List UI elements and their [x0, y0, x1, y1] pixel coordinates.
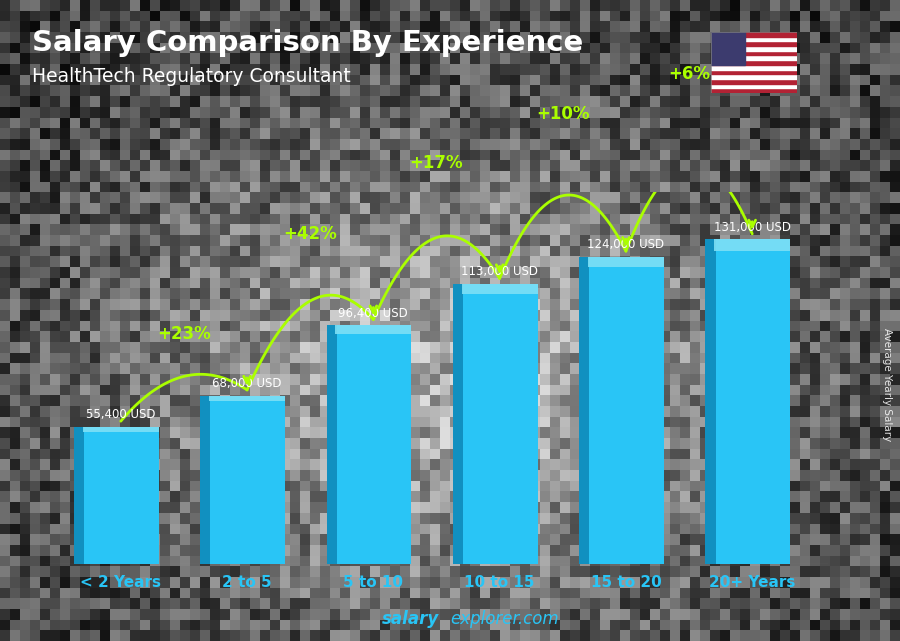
Bar: [715, 239, 790, 251]
Text: Average Yearly Salary: Average Yearly Salary: [881, 328, 892, 441]
Bar: [711, 83, 796, 88]
Bar: [711, 37, 796, 42]
Text: +42%: +42%: [284, 226, 338, 244]
Bar: [711, 79, 796, 83]
Bar: [588, 257, 664, 267]
Bar: [462, 284, 537, 564]
Text: +10%: +10%: [536, 105, 590, 123]
Text: 113,000 USD: 113,000 USD: [461, 265, 538, 278]
Text: 68,000 USD: 68,000 USD: [212, 377, 282, 390]
Bar: [711, 32, 745, 65]
Text: explorer.com: explorer.com: [450, 610, 559, 628]
Bar: [711, 65, 796, 69]
Bar: [711, 88, 796, 93]
Bar: [588, 257, 664, 564]
Text: 96,400 USD: 96,400 USD: [338, 306, 409, 320]
Bar: [711, 69, 796, 74]
Bar: [462, 284, 537, 294]
Bar: [83, 427, 158, 431]
Text: 55,400 USD: 55,400 USD: [86, 408, 156, 421]
Bar: [715, 239, 790, 564]
Bar: [711, 60, 796, 65]
Text: +6%: +6%: [668, 65, 710, 83]
Bar: [209, 395, 285, 401]
Bar: [74, 427, 85, 564]
Bar: [83, 427, 158, 564]
Bar: [580, 257, 590, 564]
Bar: [711, 42, 796, 46]
Bar: [209, 395, 285, 564]
Bar: [336, 325, 411, 333]
Text: salary: salary: [382, 610, 439, 628]
Text: 124,000 USD: 124,000 USD: [588, 238, 664, 251]
Bar: [336, 325, 411, 564]
Bar: [711, 32, 796, 37]
Text: +23%: +23%: [157, 326, 211, 344]
Bar: [327, 325, 337, 564]
Bar: [711, 51, 796, 56]
Bar: [711, 46, 796, 51]
Text: Salary Comparison By Experience: Salary Comparison By Experience: [32, 29, 583, 57]
Bar: [711, 74, 796, 79]
Text: HealthTech Regulatory Consultant: HealthTech Regulatory Consultant: [32, 67, 350, 87]
Bar: [711, 56, 796, 60]
Text: +17%: +17%: [410, 154, 464, 172]
Text: 131,000 USD: 131,000 USD: [714, 221, 791, 234]
Bar: [453, 284, 463, 564]
Bar: [706, 239, 716, 564]
Bar: [201, 395, 211, 564]
